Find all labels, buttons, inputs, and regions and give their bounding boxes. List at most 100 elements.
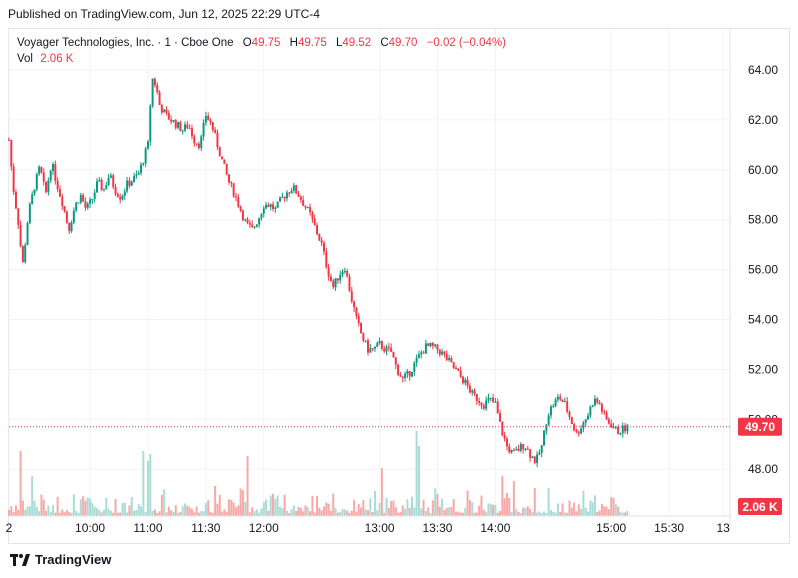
volume-bar <box>431 500 434 516</box>
volume-bar <box>413 507 416 516</box>
candle-body <box>536 454 539 464</box>
volume-bar <box>158 511 161 516</box>
volume-bar <box>297 506 300 516</box>
volume-bar <box>353 499 356 516</box>
candle-body <box>364 340 367 342</box>
volume-bar <box>295 511 298 516</box>
volume-bar <box>142 451 145 516</box>
candle-body <box>519 444 522 451</box>
volume-bar <box>554 512 557 516</box>
candle-body <box>568 411 571 418</box>
candle-body <box>144 148 147 164</box>
candle-body <box>142 163 145 165</box>
candle-body <box>79 194 82 203</box>
volume-bar <box>26 506 29 516</box>
candle-body <box>332 280 335 288</box>
candle-body <box>452 362 455 369</box>
volume-bar <box>355 511 358 516</box>
close-value: 49.70 <box>388 37 418 49</box>
candle-body <box>109 175 112 178</box>
volume-bar <box>612 497 615 516</box>
candle-body <box>512 449 515 451</box>
candle-body <box>373 346 376 349</box>
volume-bar <box>329 510 332 516</box>
high-label: H <box>289 37 298 49</box>
volume-bar <box>17 509 20 516</box>
volume-bar <box>614 504 617 516</box>
volume-bar <box>10 506 13 516</box>
candle-body <box>617 427 620 434</box>
volume-bar <box>510 511 513 516</box>
candle-body <box>214 129 217 133</box>
y-tick-label: 56.00 <box>748 263 778 277</box>
volume-bar <box>241 490 244 516</box>
y-tick-label: 64.00 <box>748 63 778 77</box>
volume-bar <box>65 509 68 516</box>
candle-body <box>522 444 525 450</box>
symbol-label[interactable]: Voyager Technologies, Inc. · 1 · Cboe On… <box>17 37 234 49</box>
volume-bar <box>31 476 34 516</box>
candle-body <box>260 213 263 219</box>
candle-body <box>492 397 495 402</box>
volume-bar <box>570 507 573 516</box>
candle-body <box>325 251 328 268</box>
volume-bar <box>348 512 351 516</box>
volume-bar <box>383 512 386 516</box>
volume-bar <box>244 501 247 516</box>
volume-bar <box>427 507 430 516</box>
volume-bar <box>260 508 263 516</box>
volume-bar <box>230 499 233 516</box>
volume-bar <box>357 504 360 516</box>
candle-body <box>394 357 397 365</box>
volume-bar <box>343 509 346 516</box>
candle-body <box>105 185 108 189</box>
volume-bar <box>12 511 15 516</box>
candle-body <box>468 385 471 393</box>
candle-body <box>123 191 126 196</box>
candle-body <box>193 136 196 144</box>
candle-body <box>480 402 483 406</box>
volume-bar <box>56 496 59 516</box>
volume-bar <box>202 511 205 516</box>
volume-bar <box>174 505 177 516</box>
volume-bar <box>489 503 492 516</box>
candle-body <box>163 109 166 113</box>
candle-body <box>75 202 78 211</box>
tradingview-brand[interactable]: TradingView <box>10 552 111 567</box>
volume-bar <box>63 512 66 516</box>
candle-body <box>186 124 189 129</box>
volume-bar <box>380 468 383 516</box>
candle-body <box>82 194 85 202</box>
candle-body <box>485 400 488 409</box>
candles <box>8 77 629 468</box>
candle-body <box>404 373 407 378</box>
volume-bar <box>302 511 305 516</box>
volume-bar <box>313 512 316 516</box>
candle-body <box>316 225 319 235</box>
candle-body <box>577 432 580 434</box>
candle-body <box>211 122 214 130</box>
x-tick-label: 13:30 <box>422 521 452 535</box>
volume-bar <box>54 512 57 516</box>
y-tick-label: 58.00 <box>748 213 778 227</box>
volume-bar <box>362 499 365 516</box>
candle-body <box>424 343 427 354</box>
candle-body <box>466 379 469 386</box>
candle-body <box>561 399 564 402</box>
volume-bar <box>285 511 288 516</box>
brand-name: TradingView <box>35 552 112 567</box>
candle-body <box>487 397 490 401</box>
volume-bar <box>438 506 441 516</box>
candle-body <box>38 167 41 174</box>
volume-bar <box>306 507 309 516</box>
volume-bar <box>464 507 467 516</box>
volume-bar <box>605 506 608 516</box>
volume-bar <box>130 497 133 516</box>
volume-bar <box>19 451 22 516</box>
candle-body <box>318 234 321 241</box>
candle-body <box>190 128 193 137</box>
candle-body <box>371 348 374 350</box>
volume-bar <box>394 507 397 516</box>
last-price-tag <box>738 417 782 436</box>
